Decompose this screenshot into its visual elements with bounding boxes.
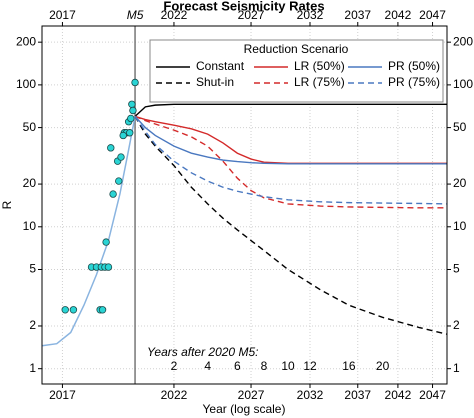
y-tick-label: 20 bbox=[23, 176, 37, 190]
y-tick-label: 100 bbox=[16, 77, 36, 91]
legend-title: Reduction Scenario bbox=[244, 42, 349, 56]
observed-point bbox=[98, 306, 107, 314]
observed-point bbox=[131, 78, 139, 87]
y2-tick-label: 20 bbox=[453, 176, 467, 190]
observed-point bbox=[109, 190, 117, 198]
legend-box bbox=[149, 39, 444, 103]
legend-label: PR (50%) bbox=[388, 59, 440, 73]
y2-tick-label: 1 bbox=[453, 361, 460, 375]
legend-label: Constant bbox=[196, 59, 245, 73]
y-tick-label: 5 bbox=[29, 262, 36, 276]
x-tick-label: 2032 bbox=[297, 388, 324, 402]
x2-tick-label: 2047 bbox=[419, 8, 446, 22]
x-tick-label: 2022 bbox=[161, 388, 188, 402]
y2-tick-label: 50 bbox=[453, 120, 467, 134]
event-label: M5 bbox=[127, 8, 144, 22]
years-after-tick-label: 8 bbox=[261, 359, 268, 373]
years-after-tick-label: 12 bbox=[303, 359, 317, 373]
y-tick-label: 2 bbox=[29, 318, 36, 332]
y2-tick-label: 200 bbox=[453, 34, 473, 48]
x-axis-title: Year (log scale) bbox=[203, 402, 286, 416]
y2-tick-label: 100 bbox=[453, 77, 473, 91]
observed-point bbox=[102, 238, 110, 246]
fit-line bbox=[41, 116, 136, 347]
forecast-line bbox=[134, 103, 447, 117]
x2-tick-label: 2032 bbox=[297, 8, 324, 22]
legend-label: LR (50%) bbox=[294, 59, 345, 73]
observed-point bbox=[117, 153, 125, 161]
y-tick-label: 1 bbox=[29, 361, 36, 375]
years-after-tick-label: 20 bbox=[376, 359, 390, 373]
y2-tick-label: 2 bbox=[453, 318, 460, 332]
y-tick-label: 10 bbox=[23, 219, 37, 233]
x2-tick-label: 2042 bbox=[385, 8, 412, 22]
legend-label: LR (75%) bbox=[294, 75, 345, 89]
observed-point bbox=[126, 129, 134, 137]
observed-point bbox=[69, 306, 78, 314]
forecast-line bbox=[134, 115, 448, 205]
x-tick-label: 2017 bbox=[49, 388, 76, 402]
observed-point bbox=[127, 114, 135, 123]
forecast-line bbox=[134, 115, 447, 209]
observed-point bbox=[61, 306, 69, 314]
observed-point bbox=[104, 263, 113, 271]
years-after-tick-label: 4 bbox=[204, 359, 211, 373]
forecast-line bbox=[134, 115, 447, 165]
observed-point bbox=[128, 100, 136, 108]
legend-label: PR (75%) bbox=[388, 75, 440, 89]
years-after-title: Years after 2020 M5: bbox=[147, 345, 258, 359]
forecast-line bbox=[134, 115, 447, 165]
x-tick-label: 2027 bbox=[238, 388, 265, 402]
x2-tick-label: 2027 bbox=[238, 8, 265, 22]
y-axis-title: R bbox=[0, 200, 14, 209]
observed-point bbox=[107, 144, 115, 152]
forecast-line bbox=[134, 116, 448, 335]
x-tick-label: 2037 bbox=[344, 388, 371, 402]
legend-label: Shut-in bbox=[196, 75, 234, 89]
years-after-tick-label: 16 bbox=[342, 359, 356, 373]
x-tick-label: 2047 bbox=[419, 388, 446, 402]
x2-tick-label: 2017 bbox=[49, 8, 76, 22]
y-tick-label: 50 bbox=[23, 120, 37, 134]
x2-tick-label: 2022 bbox=[161, 8, 188, 22]
observed-point bbox=[129, 106, 137, 115]
x2-tick-label: 2037 bbox=[344, 8, 371, 22]
y2-tick-label: 10 bbox=[453, 219, 467, 233]
years-after-tick-label: 2 bbox=[171, 359, 178, 373]
y-tick-label: 200 bbox=[16, 34, 36, 48]
years-after-tick-label: 6 bbox=[234, 359, 241, 373]
chart-title: Forecast Seismicity Rates bbox=[163, 0, 324, 13]
plot-frame bbox=[41, 25, 448, 385]
y2-tick-label: 5 bbox=[453, 262, 460, 276]
observed-point bbox=[115, 177, 123, 185]
x-tick-label: 2042 bbox=[385, 388, 412, 402]
observed-point bbox=[119, 131, 127, 140]
years-after-tick-label: 10 bbox=[281, 359, 295, 373]
